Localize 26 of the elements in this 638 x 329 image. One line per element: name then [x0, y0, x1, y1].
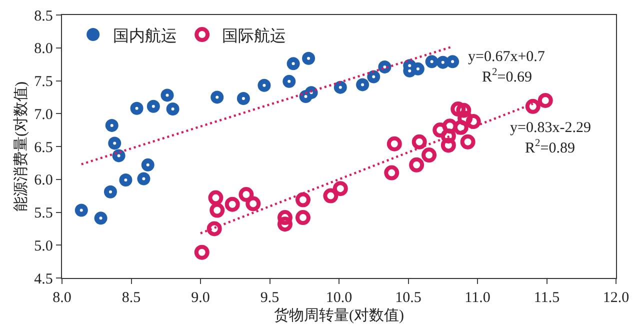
annotation: y=0.83x-2.29: [510, 120, 591, 136]
legend-label: 国际航运: [222, 26, 286, 45]
y-tick-label: 5.5: [34, 206, 53, 222]
y-tick-label: 4.5: [34, 271, 53, 288]
x-tick-label: 9.5: [260, 290, 280, 306]
legend-label: 国内航运: [113, 26, 178, 45]
y-tick-label: 6.5: [34, 140, 53, 156]
x-tick-label: 10.0: [326, 290, 352, 306]
y-axis-title: 能源消费量(对数值): [12, 82, 30, 212]
y-tick-label: 7.0: [34, 106, 53, 123]
y-tick-label: 5.0: [34, 238, 53, 254]
y-tick-label: 8.5: [34, 8, 53, 24]
y-tick-label: 7.5: [34, 74, 53, 90]
x-tick-label: 12.0: [602, 290, 630, 306]
x-axis-title: 货物周转量(对数值): [274, 307, 404, 324]
annotation: R$^{2}$=0.89: [525, 138, 575, 156]
x-tick-label: 10.5: [395, 290, 422, 306]
x-tick-label: 9.0: [191, 290, 210, 306]
x-tick-label: 11.5: [534, 290, 560, 306]
y-tick-label: 8.0: [34, 41, 53, 58]
annotation: R$^{2}$=0.69: [482, 67, 532, 86]
y-tick-label: 6.0: [34, 172, 53, 189]
x-tick-label: 8.5: [122, 290, 141, 306]
x-tick-label: 11.0: [464, 290, 490, 306]
annotation: y=0.67x+0.7: [468, 49, 546, 65]
x-tick-label: 8.0: [52, 290, 72, 306]
